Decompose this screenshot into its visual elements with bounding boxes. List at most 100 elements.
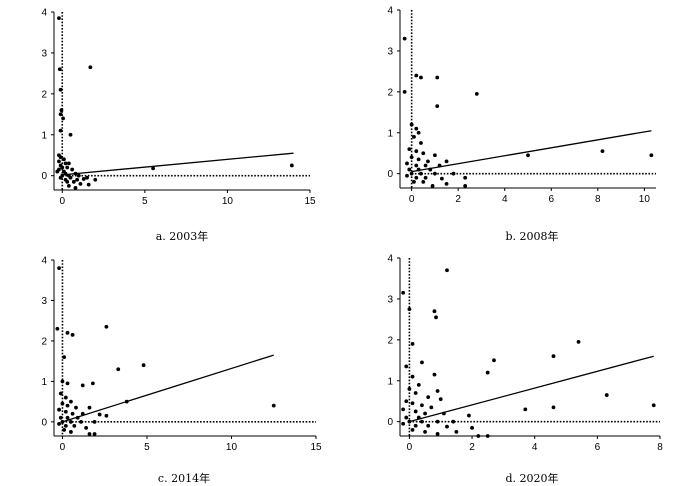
data-point bbox=[65, 403, 70, 408]
data-point bbox=[86, 182, 91, 187]
data-point bbox=[70, 332, 75, 337]
data-point bbox=[649, 153, 654, 158]
data-point bbox=[88, 65, 93, 70]
data-point bbox=[92, 432, 97, 436]
data-point bbox=[63, 161, 68, 166]
data-point bbox=[66, 161, 71, 166]
data-point bbox=[62, 428, 67, 432]
data-point bbox=[412, 179, 416, 184]
data-point bbox=[414, 73, 419, 78]
y-tick-label: 2 bbox=[387, 87, 393, 98]
data-point bbox=[404, 399, 409, 404]
data-point bbox=[434, 315, 438, 320]
data-point bbox=[402, 36, 407, 41]
x-tick-label: 5 bbox=[142, 196, 148, 207]
data-point bbox=[104, 413, 109, 418]
panel-b: 0 1 2 3 4 0 2 4 6 8 10 b. 2008年 bbox=[387, 6, 656, 243]
data-point bbox=[419, 75, 423, 80]
data-point bbox=[435, 104, 440, 109]
data-point bbox=[401, 290, 406, 295]
y-tick-label: 3 bbox=[41, 48, 47, 59]
y-tick-label: 2 bbox=[41, 336, 47, 347]
data-point bbox=[85, 175, 89, 180]
data-point bbox=[405, 161, 409, 166]
data-point bbox=[414, 163, 419, 168]
x-tick-label: 6 bbox=[548, 194, 554, 205]
data-point bbox=[454, 430, 459, 434]
data-point bbox=[404, 415, 409, 420]
x-tick-label: 10 bbox=[226, 442, 238, 453]
y-tick-label: 0 bbox=[387, 417, 393, 428]
data-point bbox=[463, 175, 468, 180]
data-point bbox=[576, 339, 581, 344]
data-point bbox=[426, 395, 431, 400]
y-tick-label: 0 bbox=[41, 171, 47, 182]
data-point bbox=[433, 171, 437, 176]
data-point bbox=[104, 324, 109, 329]
data-point bbox=[65, 330, 70, 335]
data-point bbox=[463, 184, 468, 188]
panel-caption: c. 2014年 bbox=[158, 471, 210, 485]
data-point bbox=[79, 419, 83, 424]
data-point bbox=[445, 424, 449, 429]
data-point bbox=[93, 177, 98, 182]
data-point bbox=[421, 151, 426, 156]
x-tick-label: 15 bbox=[310, 442, 322, 453]
y-tick-label: 2 bbox=[41, 89, 47, 100]
y-tick-label: 2 bbox=[387, 335, 393, 346]
panel-c: 0 1 2 3 4 0 5 10 15 c. 2014年 bbox=[41, 256, 322, 486]
data-point bbox=[435, 75, 440, 80]
data-point bbox=[419, 141, 423, 145]
data-point bbox=[432, 309, 437, 314]
data-point bbox=[485, 434, 490, 438]
x-tick-label: 0 bbox=[409, 194, 415, 205]
x-tick-label: 4 bbox=[532, 442, 538, 453]
data-point bbox=[551, 354, 556, 359]
data-point bbox=[416, 130, 421, 135]
data-point bbox=[485, 370, 490, 375]
data-point bbox=[116, 367, 121, 372]
data-point bbox=[421, 179, 426, 184]
y-tick-label: 1 bbox=[41, 377, 47, 388]
data-point bbox=[492, 358, 496, 363]
data-point bbox=[401, 421, 406, 426]
x-tick-label: 10 bbox=[222, 196, 234, 207]
data-point bbox=[87, 405, 92, 410]
data-point bbox=[467, 413, 471, 418]
data-point bbox=[70, 167, 75, 172]
data-point bbox=[57, 67, 62, 72]
data-point bbox=[413, 391, 418, 395]
data-point bbox=[419, 171, 423, 176]
data-point bbox=[65, 415, 70, 420]
data-point bbox=[401, 407, 406, 412]
data-point bbox=[70, 411, 75, 416]
data-point bbox=[60, 379, 65, 384]
data-point bbox=[60, 165, 65, 170]
data-point bbox=[410, 427, 415, 432]
data-point bbox=[62, 157, 66, 162]
trend-line bbox=[62, 354, 274, 423]
data-point bbox=[423, 175, 428, 180]
data-point bbox=[410, 374, 415, 379]
data-point bbox=[444, 159, 449, 164]
data-point bbox=[68, 175, 73, 180]
data-point bbox=[409, 122, 414, 127]
x-tick-label: 6 bbox=[595, 442, 601, 453]
data-point bbox=[58, 112, 63, 117]
data-point bbox=[57, 421, 61, 426]
y-tick-label: 4 bbox=[387, 254, 393, 265]
data-point bbox=[55, 169, 60, 174]
data-point bbox=[58, 391, 63, 396]
x-tick-label: 0 bbox=[59, 196, 65, 207]
x-tick-label: 4 bbox=[502, 194, 508, 205]
data-point bbox=[57, 159, 61, 164]
panel-caption: d. 2020年 bbox=[505, 471, 558, 485]
data-point bbox=[141, 363, 146, 368]
data-point bbox=[58, 415, 63, 420]
trend-line bbox=[62, 152, 294, 176]
data-point bbox=[413, 409, 418, 414]
x-tick-label: 2 bbox=[455, 194, 461, 205]
data-point bbox=[58, 175, 63, 180]
data-point bbox=[414, 149, 419, 154]
data-point bbox=[410, 401, 415, 406]
